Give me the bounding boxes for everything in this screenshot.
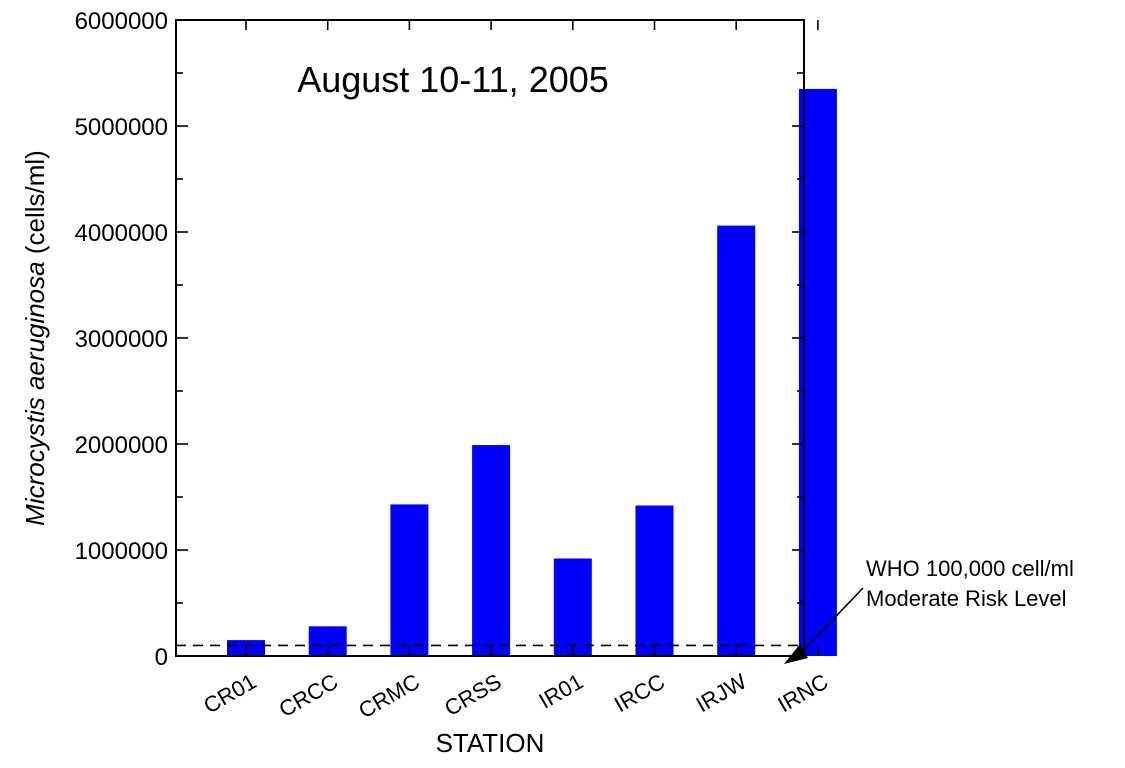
annotation-leader-line: [799, 587, 864, 655]
bar-irjw: [717, 225, 756, 656]
x-tick-label: IRNC: [773, 669, 832, 718]
y-tick-label: 3000000: [75, 326, 168, 353]
y-axis-title-unit: (cells/ml): [20, 150, 50, 261]
y-tick-label: 5000000: [75, 114, 168, 141]
bar-crmc: [390, 504, 429, 656]
y-tick-label: 1000000: [75, 538, 168, 565]
y-tick-label: 6000000: [75, 8, 168, 35]
axes-layer: CR01 CRCC CRMC CRSS IR01 IRCC IRJW IRNC 0 1000000…: [75, 8, 833, 723]
x-tick-label: CR01: [199, 669, 260, 719]
bars-layer: [227, 88, 837, 656]
bar-ircc: [635, 505, 674, 656]
annotation-label-line1: WHO 100,000 cell/ml: [866, 556, 1074, 581]
y-tick-label: 2000000: [75, 432, 168, 459]
chart-title: August 10-11, 2005: [297, 59, 609, 100]
x-tick-label: IR01: [535, 669, 588, 714]
x-tick-label: CRCC: [275, 669, 343, 722]
x-tick-label: CRSS: [440, 669, 505, 721]
x-axis-title: STATION: [436, 728, 545, 758]
annotation-arrowhead: [784, 644, 808, 664]
x-tick-label: CRMC: [354, 669, 424, 724]
bar-irnc: [798, 88, 837, 656]
y-tick-label: 4000000: [75, 220, 168, 247]
annotation-label-line2: Moderate Risk Level: [866, 586, 1067, 611]
y-axis-title: Microcystis aeruginosa (cells/ml): [20, 150, 50, 526]
y-axis-title-species: Microcystis aeruginosa: [20, 261, 50, 525]
bar-ir01: [553, 558, 592, 656]
y-tick-label: 0: [155, 644, 168, 671]
x-tick-label: IRJW: [692, 669, 751, 718]
x-tick-label: IRCC: [610, 669, 669, 718]
bar-crss: [472, 445, 511, 656]
